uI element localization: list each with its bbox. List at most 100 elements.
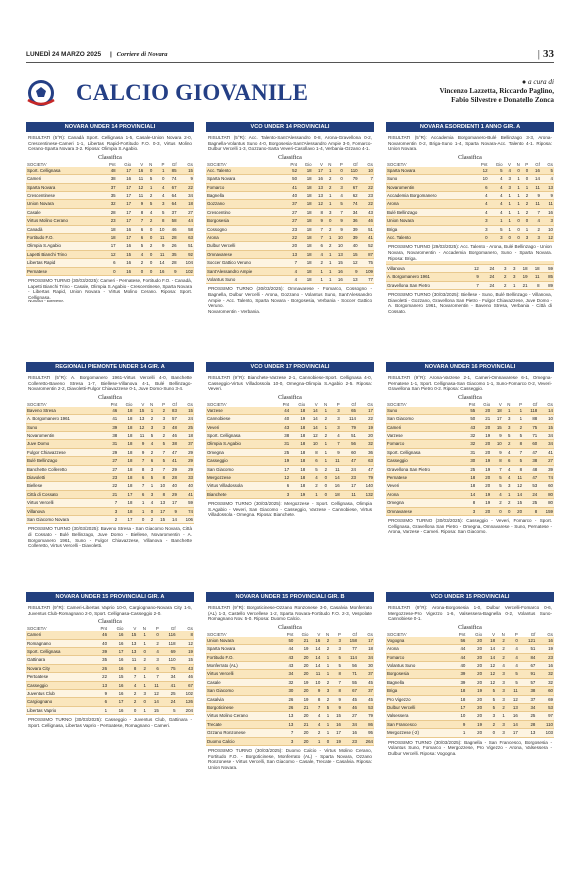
stat-value: 1 [321,728,331,738]
col-stat: Gf [170,626,176,632]
stat-value: 44 [450,653,467,663]
stat-value: 9 [166,507,178,517]
stat-value: 3 [496,720,506,730]
stat-value: 14 [306,406,319,416]
stat-value: 16 [312,174,324,184]
stat-value: 57 [166,414,178,424]
table-row: Casale 32 19 10 2 7 55 45 [206,678,374,688]
stat-value: 3 [473,216,489,226]
stat-value: 14 [146,697,160,707]
col-stat: Pnt [108,161,116,167]
stat-value: 26 [279,695,295,705]
team-name: Omnavarese [206,250,284,260]
stat-value: 4 [153,183,166,193]
stat-value: 7 [154,448,167,458]
stat-value: 5 [145,431,155,441]
table-row: Mergozzese 12 18 4 0 14 23 79 [206,473,374,483]
team-name: Omnavarese [386,507,462,517]
stat-value: 41 [103,414,119,424]
team-name: Cannobiese [206,414,275,424]
stat-value: 7 [511,448,524,458]
table-row: Monferrato (AL) 43 20 14 1 5 56 30 [206,661,374,671]
table-row: Cannobiese 40 19 14 2 3 114 22 [206,414,374,424]
stat-value: 50 [283,174,299,184]
stat-value: 32 [101,199,117,209]
box-title: VCO UNDER 17 PROVINCIALI [206,362,374,372]
col-stat: Gs [187,626,193,632]
stat-value: 1 [323,191,333,201]
stat-value: 11 [328,465,341,475]
stat-value: 14 [461,490,477,500]
table-row: Suno 39 18 12 3 3 48 25 [26,423,194,433]
stat-value: 7 [330,678,342,688]
stat-value: 43 [274,423,291,433]
stat-value: 12 [176,639,194,649]
stat-value: 18 [118,473,134,483]
stat-value: 8 [330,686,342,696]
issue-date: LUNEDÌ 24 MARZO 2025 [26,51,102,58]
stat-value: 34 [538,431,554,441]
stat-value: 16 [108,706,125,716]
stat-value: 9 [529,191,541,201]
stat-value: 2 [483,720,497,730]
stat-value: 110 [159,655,177,665]
stat-value: 5 [540,166,554,176]
stat-value: 18 [118,406,134,416]
team-name: Accademia Borgomanero [386,191,474,201]
stat-value: 4 [488,191,504,201]
col-stat: P [336,401,340,407]
col-stat: Gf [352,631,357,637]
table-row: Union Novara 32 17 9 5 3 64 18 [26,199,194,209]
stat-value: 4 [146,647,160,657]
stat-value: 22 [358,199,374,209]
table-row: Omegna 8 19 2 2 15 25 80 [386,498,554,508]
stat-value: 18 [118,439,134,449]
col-team: SOCIETA' [387,161,407,167]
col-stat: Gs [187,401,193,407]
stat-value: 10 [491,439,503,449]
stat-value: 2 [502,439,512,449]
stat-value: 9 [540,191,554,201]
stat-value: 11 [529,199,541,209]
table-row: Dulbur Vercelli 17 20 5 2 13 34 53 [386,703,554,713]
stat-value: 6 [133,473,146,483]
team-name: Canadà [26,225,102,235]
stat-value: 0 [124,706,138,716]
stat-value: 3 [328,406,341,416]
stat-value: 8 [306,448,319,458]
stat-value: 27 [283,216,299,226]
stat-value: 5 [132,241,145,251]
table-row: Casseggio 19 18 6 1 11 47 63 [206,456,374,466]
stat-value: 74 [165,174,178,184]
stat-value: 0 [520,166,530,176]
stat-value: 39 [450,669,467,679]
table-row: Novara City 26 16 8 2 6 75 43 [26,664,194,674]
stat-value: 4 [283,267,299,277]
stat-value: 0 [144,258,154,268]
stat-value: 12 [306,431,319,441]
stat-value: 46 [103,406,119,416]
stat-value: 204 [176,706,194,716]
stat-value: 2 [321,695,331,705]
standings-table: SOCIETA' Pnt Gio V N P Gf Gs Sport. Cellignasa 48… [26,161,194,277]
team-name: San Francesco [386,720,451,730]
section-title: CALCIO GIOVANILE [76,80,309,105]
stat-value: 18 [298,216,313,226]
stat-value: 16 [540,208,554,218]
stat-value: 18 [298,233,313,243]
team-name: Casseggio [386,456,462,466]
stat-value: 9 [332,225,344,235]
stat-value: 4 [124,681,138,691]
stat-value: 7 [146,672,160,682]
stat-value: 22 [358,183,374,193]
stat-value: 60 [523,439,539,449]
stat-value: 2 [511,423,524,433]
team-name: Bagnella [206,191,284,201]
table-row: Valsessera 10 20 3 1 16 25 97 [386,711,554,721]
stat-value: 15 [124,631,138,640]
stat-value: 1 [503,199,512,209]
stat-value: 1 [306,490,319,500]
col-stat: Pnt [282,401,290,407]
stat-value: 3 [502,423,512,433]
